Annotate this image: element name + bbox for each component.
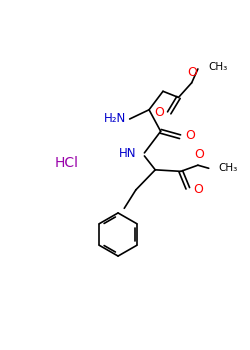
Text: CH₃: CH₃ xyxy=(219,163,238,173)
Text: O: O xyxy=(194,148,204,161)
Text: HCl: HCl xyxy=(54,156,78,170)
Text: CH₃: CH₃ xyxy=(208,62,227,72)
Text: O: O xyxy=(193,183,203,196)
Text: O: O xyxy=(155,106,164,119)
Text: O: O xyxy=(186,129,195,142)
Text: HN: HN xyxy=(119,147,137,160)
Text: H₂N: H₂N xyxy=(104,112,126,125)
Text: O: O xyxy=(188,66,198,79)
